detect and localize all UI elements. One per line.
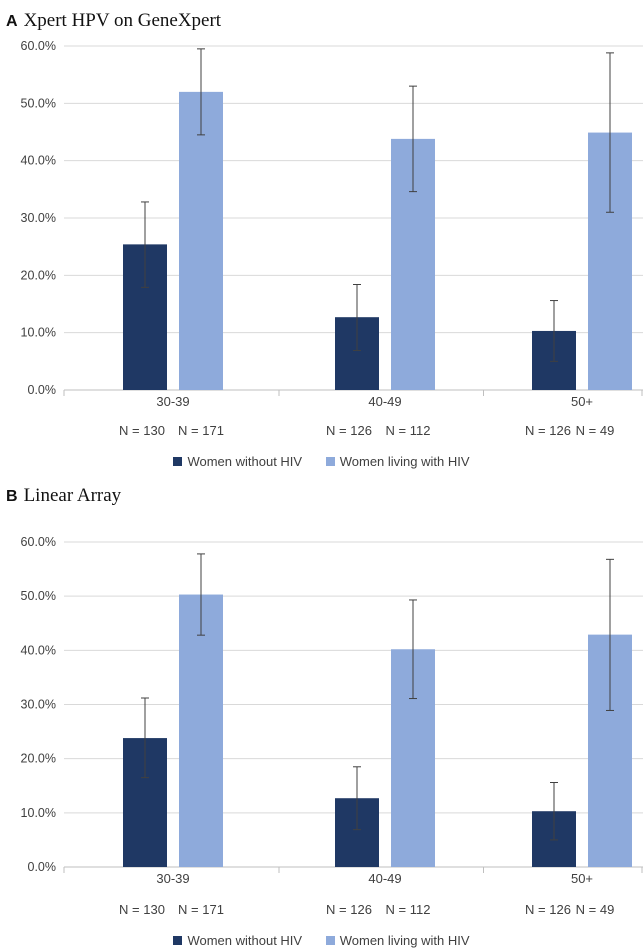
x-tick-label: 40-49 bbox=[368, 871, 401, 886]
chart-title: A Xpert HPV on GeneXpert bbox=[6, 10, 221, 32]
y-tick-label: 20.0% bbox=[21, 268, 56, 282]
x-tick-label: 40-49 bbox=[368, 394, 401, 409]
y-tick-label: 30.0% bbox=[21, 698, 56, 712]
chart-panel-b: B Linear Array 0.0% 10.0% 20.0% 30.0% 40.0% 50… bbox=[0, 475, 643, 950]
y-tick-label: 10.0% bbox=[21, 806, 56, 820]
legend-label: Women without HIV bbox=[187, 454, 303, 469]
y-tick-label: 60.0% bbox=[21, 535, 56, 549]
y-tick-label: 0.0% bbox=[28, 383, 57, 397]
sample-size-label: N = 126 bbox=[525, 423, 571, 438]
x-tick-label: 30-39 bbox=[156, 394, 189, 409]
sample-size-label: N = 112 bbox=[386, 423, 431, 438]
x-tick-label: 30-39 bbox=[156, 871, 189, 886]
sample-size-label: N = 126 bbox=[326, 423, 372, 438]
y-tick-label: 50.0% bbox=[21, 589, 56, 603]
chart-legend: Women without HIV Women living with HIV bbox=[0, 454, 643, 469]
sample-size-label: N = 126 bbox=[525, 902, 571, 917]
sample-size-label: N = 130 bbox=[119, 423, 165, 438]
bar bbox=[179, 91, 223, 390]
bar-chart: 0.0% 10.0% 20.0% 30.0% 40.0% 50.0% 60.0% 30-39 N… bbox=[21, 39, 643, 438]
x-tick-label: 50+ bbox=[571, 871, 593, 886]
y-tick-label: 10.0% bbox=[21, 326, 56, 340]
sample-size-label: N = 49 bbox=[576, 423, 615, 438]
sample-size-label: N = 130 bbox=[119, 902, 165, 917]
chart-legend: Women without HIV Women living with HIV bbox=[0, 933, 643, 948]
legend-label: Women living with HIV bbox=[339, 933, 470, 948]
legend-label: Women without HIV bbox=[187, 933, 303, 948]
x-tick-label: 50+ bbox=[571, 394, 593, 409]
chart-title-text: Linear Array bbox=[23, 485, 122, 506]
legend-item-with-hiv: Women living with HIV bbox=[325, 454, 470, 469]
chart-panel-a: A Xpert HPV on GeneXpert 0.0% 10.0% 20.0% 30… bbox=[0, 10, 643, 469]
y-tick-label: 20.0% bbox=[21, 752, 56, 766]
sample-size-label: N = 112 bbox=[386, 902, 431, 917]
y-tick-label: 40.0% bbox=[21, 154, 56, 168]
legend-item-without-hiv: Women without HIV bbox=[173, 454, 302, 469]
sample-size-label: N = 171 bbox=[178, 423, 224, 438]
legend-swatch bbox=[325, 936, 335, 945]
sample-size-label: N = 126 bbox=[326, 902, 372, 917]
bar bbox=[179, 594, 223, 867]
panel-letter: A bbox=[6, 13, 18, 30]
y-tick-label: 60.0% bbox=[21, 39, 56, 53]
y-tick-label: 50.0% bbox=[21, 96, 56, 110]
legend-item-with-hiv: Women living with HIV bbox=[325, 933, 470, 948]
chart-title: B Linear Array bbox=[6, 485, 121, 507]
y-tick-label: 40.0% bbox=[21, 643, 56, 657]
y-tick-label: 0.0% bbox=[28, 860, 57, 874]
bar-chart: 0.0% 10.0% 20.0% 30.0% 40.0% 50.0% 60.0% 30-39 N… bbox=[21, 535, 643, 917]
sample-size-label: N = 171 bbox=[178, 902, 224, 917]
legend-swatch bbox=[325, 457, 335, 466]
sample-size-label: N = 49 bbox=[576, 902, 615, 917]
legend-label: Women living with HIV bbox=[339, 454, 470, 469]
legend-swatch bbox=[173, 457, 183, 466]
y-tick-label: 30.0% bbox=[21, 211, 56, 225]
legend-swatch bbox=[173, 936, 183, 945]
chart-title-text: Xpert HPV on GeneXpert bbox=[23, 10, 222, 31]
legend-item-without-hiv: Women without HIV bbox=[173, 933, 302, 948]
panel-letter: B bbox=[6, 488, 18, 505]
